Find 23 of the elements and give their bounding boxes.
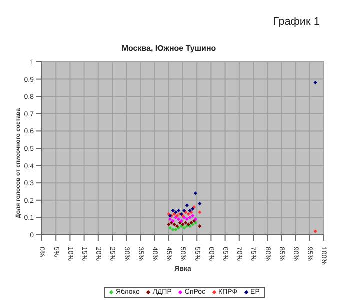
point	[185, 204, 190, 208]
point	[198, 202, 202, 206]
point	[176, 208, 181, 213]
point	[191, 214, 195, 218]
point	[184, 221, 188, 225]
point	[188, 216, 192, 220]
point	[168, 226, 172, 230]
point	[172, 222, 176, 226]
point	[174, 228, 178, 232]
point	[314, 230, 318, 234]
point	[314, 80, 318, 85]
chart-title: Москва, Южное Тушино	[120, 44, 218, 53]
point	[186, 212, 190, 216]
point	[198, 224, 202, 228]
point	[176, 218, 181, 222]
point	[168, 218, 172, 222]
point	[185, 218, 190, 222]
point	[171, 208, 175, 213]
point	[182, 226, 186, 230]
text: График 1	[273, 16, 320, 28]
point	[167, 222, 171, 226]
point	[198, 210, 202, 214]
point	[194, 192, 198, 196]
